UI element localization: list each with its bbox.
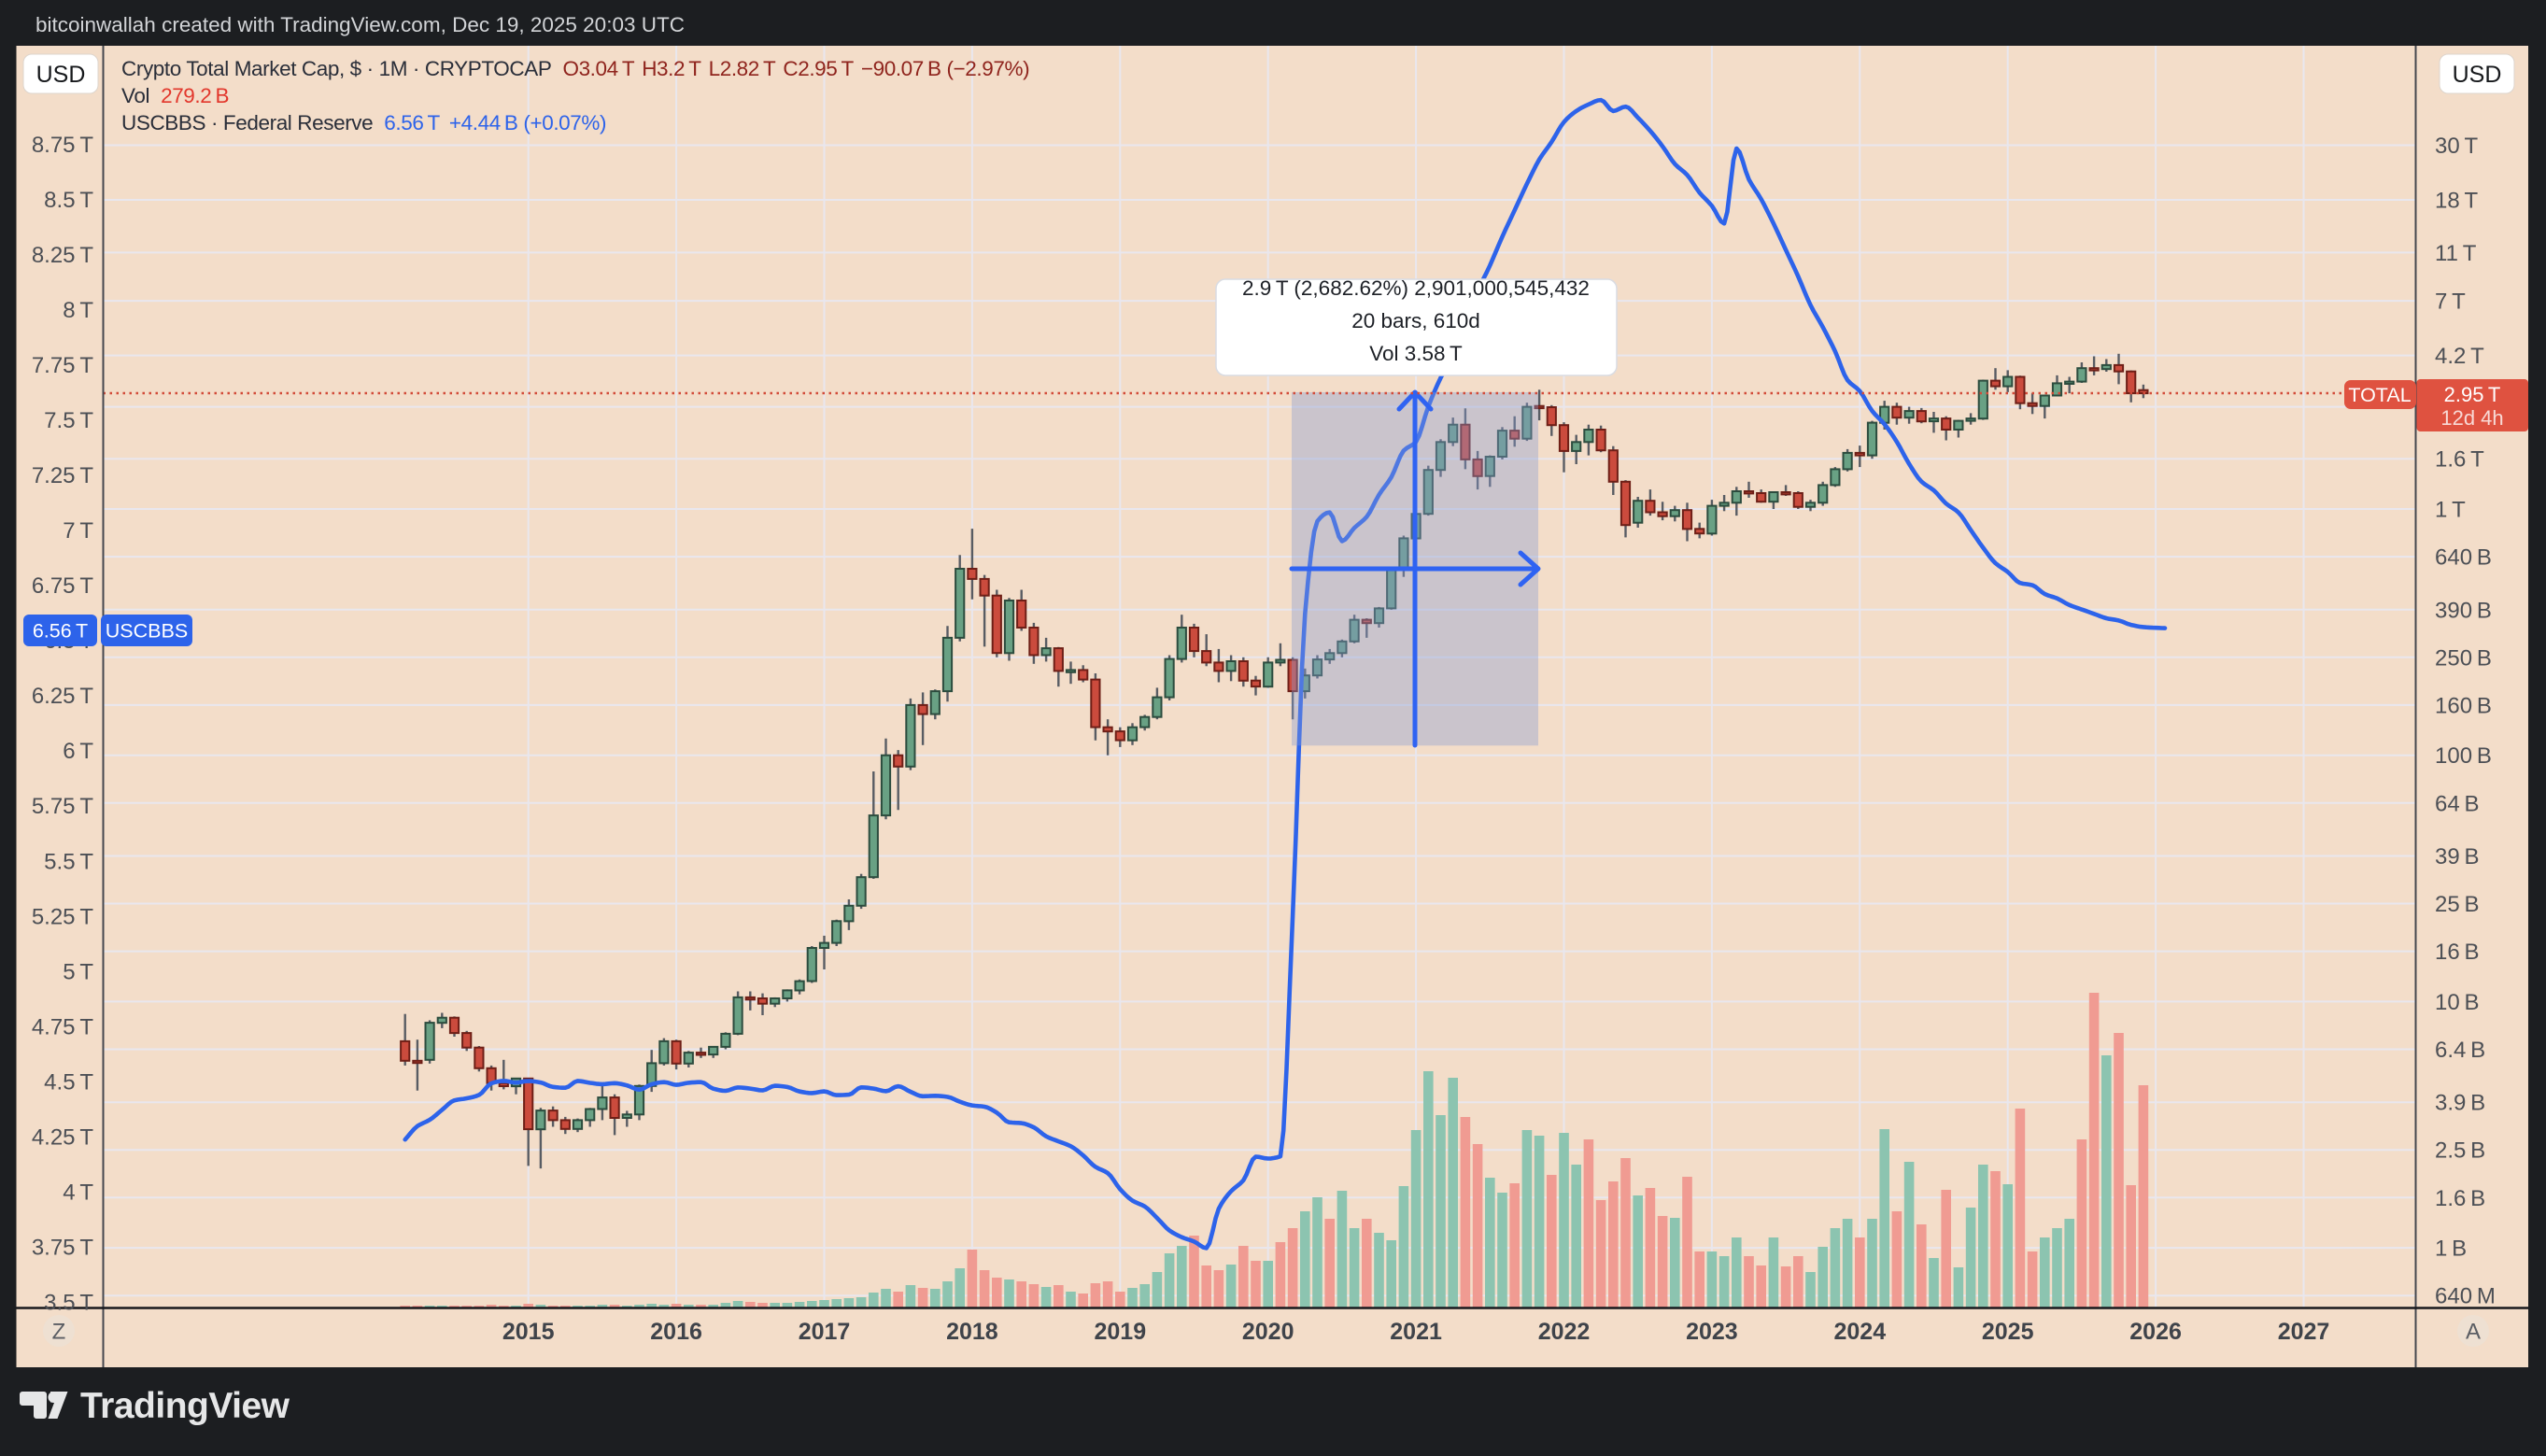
svg-text:1.6 B: 1.6 B [2435,1186,2485,1211]
svg-text:4.25 T: 4.25 T [32,1124,94,1150]
svg-text:2021: 2021 [1390,1319,1442,1345]
svg-text:8 T: 8 T [63,298,93,323]
svg-text:100 B: 100 B [2435,743,2492,769]
svg-text:5.5 T: 5.5 T [44,849,93,874]
svg-text:5.75 T: 5.75 T [32,794,94,819]
svg-text:12d 4h: 12d 4h [2440,406,2503,430]
svg-text:5 T: 5 T [63,959,93,984]
svg-text:USCBBS: USCBBS [106,620,188,643]
svg-text:7.75 T: 7.75 T [32,353,94,378]
svg-text:5.25 T: 5.25 T [32,904,94,929]
svg-text:2020: 2020 [1242,1319,1294,1345]
svg-text:TOTAL: TOTAL [2348,384,2411,406]
svg-text:160 B: 160 B [2435,693,2492,718]
svg-text:3.5 T: 3.5 T [44,1291,93,1316]
svg-text:2024: 2024 [1833,1319,1886,1345]
svg-text:2023: 2023 [1686,1319,1738,1345]
svg-text:18 T: 18 T [2435,189,2479,214]
svg-text:2018: 2018 [946,1319,998,1345]
svg-text:4.5 T: 4.5 T [44,1069,93,1095]
svg-text:6 T: 6 T [63,739,93,764]
svg-text:2019: 2019 [1094,1319,1146,1345]
svg-text:4.75 T: 4.75 T [32,1014,94,1039]
svg-text:10 B: 10 B [2435,990,2480,1015]
svg-text:Z: Z [52,1320,66,1345]
svg-text:16 B: 16 B [2435,940,2480,965]
svg-text:8.75 T: 8.75 T [32,133,94,158]
svg-text:Vol 3.58 T: Vol 3.58 T [1369,342,1463,365]
svg-text:640 M: 640 M [2435,1284,2496,1309]
svg-text:250 B: 250 B [2435,645,2492,671]
svg-text:640 B: 640 B [2435,545,2492,571]
svg-text:2.95 T: 2.95 T [2444,383,2501,406]
svg-text:3.75 T: 3.75 T [32,1236,94,1261]
svg-text:Crypto Total Market Cap, $ · 1: Crypto Total Market Cap, $ · 1M · CRYPTO… [121,57,1029,80]
svg-text:3.9 B: 3.9 B [2435,1091,2485,1116]
svg-text:2.5 B: 2.5 B [2435,1138,2485,1164]
svg-text:2016: 2016 [650,1319,702,1345]
svg-text:1 T: 1 T [2435,498,2466,523]
svg-text:2026: 2026 [2129,1319,2182,1345]
svg-text:1 B: 1 B [2435,1237,2467,1262]
svg-text:bitcoinwallah created with Tra: bitcoinwallah created with TradingView.c… [35,13,685,36]
svg-text:64 B: 64 B [2435,791,2480,816]
svg-text:7 T: 7 T [63,518,93,544]
svg-text:7.25 T: 7.25 T [32,463,94,488]
svg-text:8.5 T: 8.5 T [44,188,93,213]
svg-text:1.6 T: 1.6 T [2435,447,2484,473]
svg-text:11 T: 11 T [2435,241,2477,266]
svg-text:USD: USD [36,62,86,88]
svg-text:2027: 2027 [2278,1319,2330,1345]
svg-text:6.4 B: 6.4 B [2435,1038,2485,1063]
svg-text:25 B: 25 B [2435,892,2480,917]
svg-text:4.2 T: 4.2 T [2435,344,2484,369]
svg-text:39 B: 39 B [2435,844,2480,869]
svg-text:TradingView: TradingView [80,1386,290,1426]
svg-text:7 T: 7 T [2435,290,2466,315]
svg-text:20 bars, 610d: 20 bars, 610d [1351,309,1480,332]
svg-text:2015: 2015 [502,1319,555,1345]
svg-text:6.25 T: 6.25 T [32,684,94,709]
svg-text:A: A [2466,1320,2481,1345]
svg-text:2025: 2025 [1982,1319,2034,1345]
svg-text:7.5 T: 7.5 T [44,408,93,433]
svg-text:2022: 2022 [1538,1319,1591,1345]
svg-text:6.75 T: 6.75 T [32,573,94,599]
svg-text:4 T: 4 T [63,1180,93,1206]
svg-text:6.56 T: 6.56 T [33,620,88,643]
svg-text:2.9 T (2,682.62%) 2,901,000,54: 2.9 T (2,682.62%) 2,901,000,545,432 [1242,276,1590,300]
svg-text:2017: 2017 [799,1319,851,1345]
svg-text:390 B: 390 B [2435,598,2492,623]
svg-text:USD: USD [2453,62,2502,88]
svg-text:30 T: 30 T [2435,134,2479,159]
svg-text:8.25 T: 8.25 T [32,243,94,268]
